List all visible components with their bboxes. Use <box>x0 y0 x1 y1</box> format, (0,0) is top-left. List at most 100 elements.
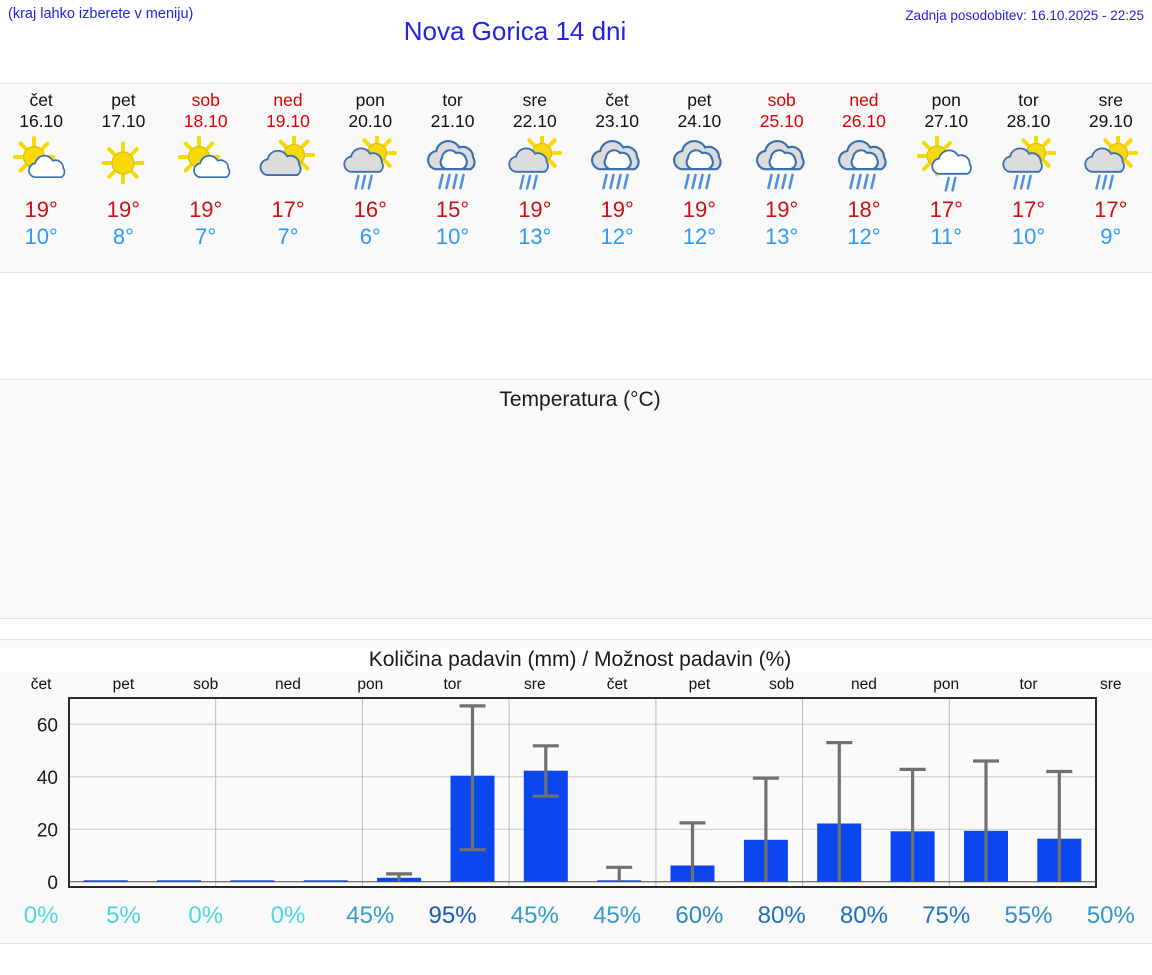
min-temperature-label: 10° <box>1011 224 1046 249</box>
day-date-label: 22.10 <box>512 111 557 131</box>
weather-sun-cloud-icon <box>165 132 247 196</box>
day-date-label: 21.10 <box>430 111 475 131</box>
precipitation-bar <box>157 880 201 882</box>
weather-cloud-sun-rain-icon <box>987 132 1069 196</box>
day-of-week-label: tor <box>442 90 463 110</box>
day-of-week-label: ned <box>849 90 879 110</box>
precipitation-day-label: pon <box>357 676 384 693</box>
day-column[interactable]: sob 18.10 19° 7° <box>165 84 247 272</box>
precipitation-probability-label: 45% <box>593 902 642 929</box>
day-of-week-label: sre <box>522 90 547 110</box>
precipitation-probability-label: 55% <box>1004 902 1053 929</box>
precipitation-day-label: čet <box>606 676 628 693</box>
max-temperature-label: 19° <box>106 197 141 222</box>
day-date-label: 18.10 <box>183 111 228 131</box>
day-of-week-label: ned <box>273 90 303 110</box>
menu-hint-text[interactable]: (kraj lahko izberete v meniju) <box>8 6 194 22</box>
day-date-label: 24.10 <box>677 111 722 131</box>
precipitation-day-labels: čet pet sob ned pon tor sre čet pet sob ned pon tor s… <box>0 676 1152 694</box>
precipitation-probability-label: 80% <box>839 902 888 929</box>
precipitation-probability-label: 80% <box>757 902 806 929</box>
day-column[interactable]: tor 21.10 15° 10° <box>411 84 493 272</box>
weather-cloud-sun-rain-icon <box>1070 132 1152 196</box>
precipitation-day-label: ned <box>851 676 877 693</box>
precipitation-probability-label: 45% <box>510 902 559 929</box>
precipitation-day-label: pon <box>933 676 960 693</box>
svg-text:60: 60 <box>37 715 58 736</box>
precipitation-probability-label: 0% <box>188 902 224 929</box>
precipitation-bar <box>230 880 275 882</box>
day-column[interactable]: sre 22.10 19° 13° <box>494 84 576 272</box>
day-column[interactable]: sob 25.10 19° 13° <box>741 84 823 272</box>
svg-text:20: 20 <box>37 820 58 841</box>
day-date-label: 26.10 <box>842 111 886 131</box>
weather-cloud-sun-rain-icon <box>329 132 411 196</box>
precipitation-day-label: sob <box>193 676 219 693</box>
day-column[interactable]: ned 26.10 18° 12° <box>823 84 905 272</box>
precipitation-bar <box>303 880 348 882</box>
weather-sun-icon <box>82 132 164 196</box>
day-date-label: 28.10 <box>1006 111 1051 131</box>
max-temperature-label: 15° <box>435 197 470 222</box>
day-column[interactable]: pon 20.10 16° 6° <box>329 84 411 272</box>
last-updated-text: Zadnja posodobitev: 16.10.2025 - 22:25 <box>905 8 1144 23</box>
temperature-chart-block: Temperatura (°C) 5101520 © vreme.us & vr… <box>0 379 1152 975</box>
day-column[interactable]: pet 17.10 19° 8° <box>82 84 164 272</box>
day-of-week-label: sob <box>767 90 796 110</box>
min-temperature-label: 8° <box>112 224 134 249</box>
day-date-label: 25.10 <box>759 111 804 131</box>
day-of-week-label: čet <box>29 90 53 110</box>
min-temperature-label: 10° <box>24 224 58 249</box>
day-date-label: 27.10 <box>924 111 969 131</box>
min-temperature-label: 9° <box>1100 224 1122 249</box>
temperature-chart-title: Temperatura (°C) <box>499 388 661 411</box>
max-temperature-label: 18° <box>847 197 881 222</box>
max-temperature-label: 19° <box>518 197 552 222</box>
page-title: Nova Gorica 14 dni <box>403 16 627 46</box>
day-column[interactable]: ned 19.10 17° 7° <box>247 84 329 272</box>
day-column[interactable]: pon 27.10 17° 11° <box>905 84 987 272</box>
max-temperature-label: 19° <box>600 197 634 222</box>
precipitation-bar <box>83 880 128 882</box>
max-temperature-label: 17° <box>271 197 305 222</box>
precipitation-probability-label: 5% <box>106 902 141 929</box>
min-temperature-label: 7° <box>195 224 217 249</box>
day-column[interactable]: sre 29.10 17° 9° <box>1070 84 1152 272</box>
day-column[interactable]: pet 24.10 19° 12° <box>658 84 740 272</box>
precipitation-bar-chart: 0 20 40 60 <box>37 697 1097 894</box>
precipitation-day-label: tor <box>443 676 462 693</box>
precipitation-day-label: tor <box>1019 676 1038 693</box>
weather-sun-cloud-icon <box>0 132 82 196</box>
day-date-label: 16.10 <box>19 111 64 131</box>
min-temperature-label: 12° <box>682 224 717 249</box>
precipitation-chart-canvas: 0 20 40 60 <box>0 640 1152 950</box>
weather-cloud-rain-icon <box>823 132 905 196</box>
day-date-label: 23.10 <box>595 111 639 131</box>
weather-cloud-rain-icon <box>741 132 823 196</box>
precipitation-probability-label: 0% <box>270 902 306 929</box>
daily-forecast-strip: čet 16.10 19° 10° pet 17.10 19° 8° sob 18.10 19°… <box>0 83 1152 273</box>
weather-cloud-rain-icon <box>576 132 658 196</box>
precipitation-day-label: sre <box>1100 676 1122 693</box>
precipitation-chart-block: Količina padavin (mm) / Možnost padavin … <box>0 639 1152 944</box>
precipitation-probability-label: 95% <box>428 902 477 929</box>
min-temperature-label: 6° <box>359 224 381 249</box>
min-temperature-label: 7° <box>277 224 299 249</box>
max-temperature-label: 19° <box>24 197 58 222</box>
page-header: (kraj lahko izberete v meniju) Nova Gori… <box>0 0 1152 62</box>
temperature-line-chart: 5101520 <box>38 803 1099 975</box>
day-of-week-label: sob <box>191 90 220 110</box>
max-temperature-label: 19° <box>682 197 717 222</box>
min-temperature-label: 13° <box>518 224 552 249</box>
day-column[interactable]: čet 16.10 19° 10° <box>0 84 82 272</box>
day-column[interactable]: čet 23.10 19° 12° <box>576 84 658 272</box>
day-column[interactable]: tor 28.10 17° 10° <box>987 84 1069 272</box>
day-date-label: 20.10 <box>348 111 393 131</box>
max-temperature-label: 19° <box>765 197 799 222</box>
max-temperature-label: 16° <box>353 197 387 222</box>
weather-cloud-rain-icon <box>411 132 493 196</box>
weather-cloud-sun-icon <box>247 132 329 196</box>
day-of-week-label: tor <box>1018 90 1039 110</box>
max-temperature-label: 17° <box>1094 197 1128 222</box>
